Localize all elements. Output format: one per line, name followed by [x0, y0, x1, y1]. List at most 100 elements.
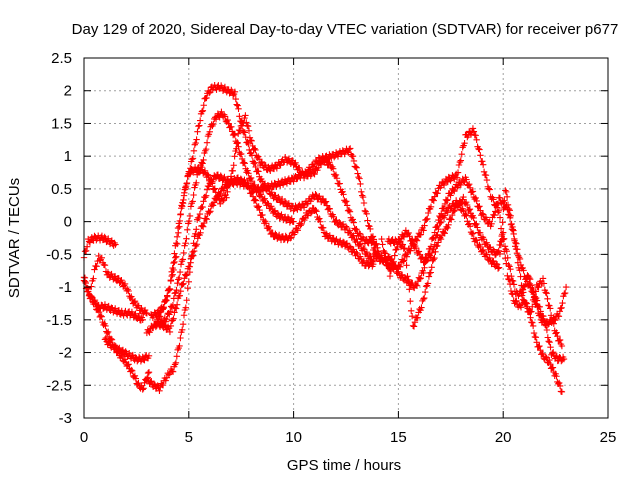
data-point-878 — [251, 145, 258, 152]
data-point-1454 — [417, 231, 424, 238]
data-point-1227 — [206, 209, 213, 216]
data-point-1661 — [420, 269, 427, 277]
data-point-1855 — [421, 288, 429, 296]
data-point-1887 — [451, 206, 459, 214]
data-point-1151 — [274, 210, 281, 217]
data-point-625 — [234, 102, 241, 109]
axes: 0 5 10 15 20 25 -3 -2.5 -2 -1.5 -1 -0.5 0 0.5 1 1.5 2 2.5 — [46, 50, 616, 446]
data-point-648 — [255, 168, 262, 175]
data-point-1255 — [232, 176, 239, 184]
data-point-1198 — [180, 280, 187, 287]
data-point-984 — [350, 219, 357, 226]
data-point-1496 — [456, 158, 464, 166]
data-point-1896 — [460, 193, 467, 201]
data-point-1055 — [187, 203, 195, 210]
data-point-2101 — [463, 212, 470, 219]
data-point-1314 — [287, 235, 294, 242]
data-point-1869 — [435, 239, 442, 246]
data-point-2152 — [510, 227, 517, 234]
data-point-508 — [355, 174, 362, 181]
data-point-482 — [330, 154, 338, 161]
data-point-941 — [310, 169, 317, 177]
data-point-1178 — [162, 322, 169, 330]
data-point-509 — [356, 175, 363, 182]
data-point-622 — [231, 88, 239, 96]
data-point-1069 — [200, 156, 207, 164]
data-point-644 — [251, 159, 258, 166]
data-point-1879 — [444, 224, 451, 232]
data-point-1 — [81, 248, 89, 255]
data-point-123 — [102, 322, 109, 330]
data-point-1298 — [272, 230, 279, 238]
data-point-1183 — [166, 328, 174, 336]
data-point-2105 — [466, 223, 474, 230]
data-point-2107 — [468, 230, 476, 238]
data-point-1483 — [444, 178, 451, 186]
data-point-1521 — [479, 161, 487, 168]
data-point-1573 — [529, 319, 536, 326]
data-point-787 — [169, 264, 176, 272]
data-point-759 — [360, 246, 368, 253]
data-point-26 — [105, 235, 112, 242]
data-point-1837 — [405, 278, 412, 286]
data-point-1239 — [217, 190, 224, 198]
data-point-762 — [363, 248, 371, 256]
data-point-2150 — [508, 220, 515, 228]
data-point-1114 — [240, 159, 248, 166]
y-tick-label-10: 2 — [64, 83, 72, 100]
data-point-1795 — [543, 326, 551, 334]
data-point-1057 — [189, 198, 196, 205]
data-point-174 — [90, 275, 97, 282]
data-point-1144 — [268, 203, 275, 210]
data-point-1223 — [202, 215, 210, 222]
data-point-317 — [176, 342, 183, 350]
data-point-1234 — [212, 195, 220, 203]
data-point-2108 — [469, 230, 477, 237]
data-point-2173 — [529, 303, 536, 310]
data-point-320 — [179, 326, 186, 334]
data-point-339 — [196, 210, 204, 218]
data-point-1606 — [558, 388, 566, 396]
x-tick-label-5: 25 — [600, 429, 617, 446]
data-point-1498 — [458, 151, 465, 158]
data-point-303 — [162, 377, 169, 384]
data-point-949 — [317, 161, 325, 168]
data-point-1170 — [155, 318, 162, 325]
data-point-1806 — [553, 352, 560, 360]
data-point-2167 — [523, 300, 531, 307]
data-point-741 — [343, 224, 351, 232]
data-point-975 — [342, 198, 349, 206]
data-point-871 — [244, 122, 252, 130]
data-point-2004 — [558, 304, 565, 312]
data-point-2112 — [473, 237, 480, 244]
y-tick-label-4: -1 — [59, 279, 72, 296]
data-point-1028 — [163, 315, 170, 323]
data-point-2069 — [433, 232, 440, 239]
data-point-1479 — [440, 181, 448, 189]
data-point-1221 — [200, 219, 208, 227]
data-point-2180 — [535, 284, 542, 291]
data-point-1494 — [454, 169, 462, 176]
data-point-1194 — [176, 292, 184, 299]
data-point-517 — [363, 210, 370, 218]
data-point-2156 — [513, 249, 521, 257]
data-point-2188 — [542, 289, 549, 296]
y-tick-label-8: 1 — [64, 148, 72, 165]
data-point-602 — [213, 86, 220, 93]
data-point-1540 — [497, 225, 505, 232]
data-point-977 — [343, 202, 351, 209]
data-point-1945 — [505, 261, 512, 269]
data-point-591 — [203, 94, 210, 102]
data-point-1571 — [527, 314, 534, 321]
data-point-1588 — [542, 353, 549, 361]
data-point-1964 — [522, 280, 529, 288]
data-point-300 — [159, 381, 167, 389]
data-point-251 — [118, 347, 126, 355]
data-point-899 — [270, 165, 278, 173]
data-point-1654 — [413, 282, 421, 289]
data-point-791 — [173, 239, 180, 247]
data-point-2157 — [514, 259, 522, 266]
data-point-581 — [194, 128, 201, 135]
data-point-2144 — [502, 188, 510, 196]
data-point-788 — [170, 259, 177, 267]
